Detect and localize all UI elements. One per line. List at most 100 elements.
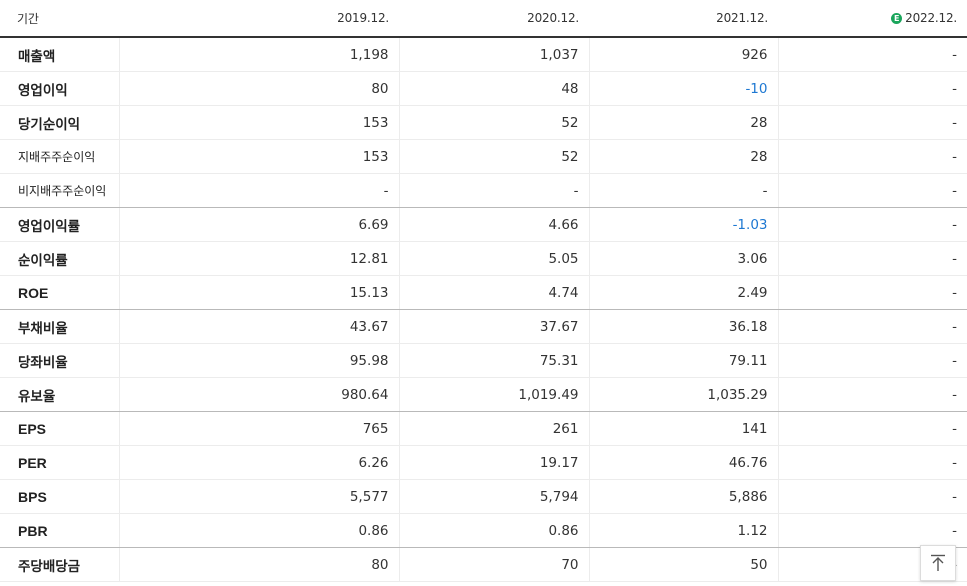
table-cell: 2.49 — [588, 275, 778, 310]
table-cell: 980.64 — [118, 377, 399, 412]
table-cell: 28 — [588, 139, 778, 174]
table-cell: 70 — [398, 547, 589, 582]
table-cell: - — [777, 445, 967, 480]
table-cell: 1.12 — [588, 513, 778, 548]
row-label: 비지배주주순이익 — [0, 173, 119, 208]
period-2019: 2019.12. — [119, 0, 399, 38]
period-header-label: 기간 — [0, 0, 119, 38]
table-cell: 5,577 — [118, 479, 399, 514]
table-row: PER 6.26 19.17 46.76 - — [0, 445, 967, 480]
table-cell: 4.66 — [398, 207, 589, 242]
table-cell-negative: -10 — [588, 71, 778, 106]
table-cell: - — [777, 309, 967, 344]
table-cell: - — [588, 173, 778, 208]
table-cell: 43.67 — [118, 309, 399, 344]
table-cell: 765 — [118, 411, 399, 446]
table-cell: 6.69 — [118, 207, 399, 242]
row-label: BPS — [0, 479, 119, 514]
row-label: 영업이익 — [0, 71, 119, 106]
table-cell: 36.18 — [588, 309, 778, 344]
table-cell: - — [777, 139, 967, 174]
row-label: 지배주주순이익 — [0, 139, 119, 174]
table-row: 유보율 980.64 1,019.49 1,035.29 - — [0, 377, 967, 412]
table-cell: 0.86 — [398, 513, 589, 548]
table-cell: 1,037 — [398, 37, 589, 72]
table-cell: - — [777, 343, 967, 378]
arrow-up-to-line-icon — [931, 554, 945, 571]
row-label: 영업이익률 — [0, 207, 119, 242]
table-cell: 28 — [588, 105, 778, 140]
table-cell: 6.26 — [118, 445, 399, 480]
table-row: 당좌비율 95.98 75.31 79.11 - — [0, 343, 967, 378]
table-cell: 5,886 — [588, 479, 778, 514]
row-label: EPS — [0, 411, 119, 446]
table-cell: 37.67 — [398, 309, 589, 344]
table-cell: - — [398, 173, 589, 208]
table-cell: 19.17 — [398, 445, 589, 480]
table-cell: 4.74 — [398, 275, 589, 310]
table-row: ROE 15.13 4.74 2.49 - — [0, 275, 967, 310]
row-label: 유보율 — [0, 377, 119, 412]
row-label: PER — [0, 445, 119, 480]
table-cell: 5,794 — [398, 479, 589, 514]
table-cell: 3.06 — [588, 241, 778, 276]
table-cell: 15.13 — [118, 275, 399, 310]
table-row: EPS 765 261 141 - — [0, 411, 967, 446]
table-cell: - — [777, 241, 967, 276]
table-cell: 52 — [398, 105, 589, 140]
scroll-top-button[interactable] — [920, 545, 956, 581]
period-2020: 2020.12. — [399, 0, 589, 38]
estimate-badge-icon: E — [891, 13, 903, 24]
table-cell: 141 — [588, 411, 778, 446]
table-cell: 1,198 — [118, 37, 399, 72]
table-cell: 52 — [398, 139, 589, 174]
table-cell-negative: -1.03 — [588, 207, 778, 242]
table-row: 주당배당금 80 70 50 - — [0, 547, 967, 582]
row-label: 주당배당금 — [0, 547, 119, 582]
table-row: PBR 0.86 0.86 1.12 - — [0, 513, 967, 548]
table-cell: 12.81 — [118, 241, 399, 276]
table-cell: - — [777, 105, 967, 140]
table-cell: 75.31 — [398, 343, 589, 378]
table-row: BPS 5,577 5,794 5,886 - — [0, 479, 967, 514]
row-label: 순이익률 — [0, 241, 119, 276]
table-row: 영업이익 80 48 -10 - — [0, 71, 967, 106]
table-cell: 50 — [588, 547, 778, 582]
table-row: 지배주주순이익 153 52 28 - — [0, 139, 967, 174]
row-label: 매출액 — [0, 37, 119, 72]
row-label: 당좌비율 — [0, 343, 119, 378]
table-cell: 80 — [118, 547, 399, 582]
row-label: PBR — [0, 513, 119, 548]
table-cell: - — [777, 411, 967, 446]
table-row: 매출액 1,198 1,037 926 - — [0, 37, 967, 72]
table-cell: 1,035.29 — [588, 377, 778, 412]
table-cell: - — [118, 173, 399, 208]
table-row: 비지배주주순이익 - - - - — [0, 173, 967, 208]
table-cell: - — [777, 479, 967, 514]
period-2021: 2021.12. — [589, 0, 778, 38]
table-cell: 926 — [588, 37, 778, 72]
row-label: 당기순이익 — [0, 105, 119, 140]
table-cell: - — [777, 173, 967, 208]
table-cell: - — [777, 513, 967, 548]
row-label: ROE — [0, 275, 119, 310]
row-label: 부채비율 — [0, 309, 119, 344]
table-cell: 1,019.49 — [398, 377, 589, 412]
table-row: 당기순이익 153 52 28 - — [0, 105, 967, 140]
table-cell: 153 — [118, 139, 399, 174]
period-2022: 2022.12. — [905, 11, 957, 25]
header-row: 기간 2019.12. 2020.12. 2021.12. E 2022.12. — [0, 0, 967, 38]
table-cell: 0.86 — [118, 513, 399, 548]
table-cell: 153 — [118, 105, 399, 140]
table-cell: 46.76 — [588, 445, 778, 480]
table-cell: 80 — [118, 71, 399, 106]
table-row: 순이익률 12.81 5.05 3.06 - — [0, 241, 967, 276]
table-cell: 261 — [398, 411, 589, 446]
table-row: 부채비율 43.67 37.67 36.18 - — [0, 309, 967, 344]
table-cell: 5.05 — [398, 241, 589, 276]
table-cell: 95.98 — [118, 343, 399, 378]
table-cell: - — [777, 71, 967, 106]
table-cell: 48 — [398, 71, 589, 106]
table-cell: 79.11 — [588, 343, 778, 378]
